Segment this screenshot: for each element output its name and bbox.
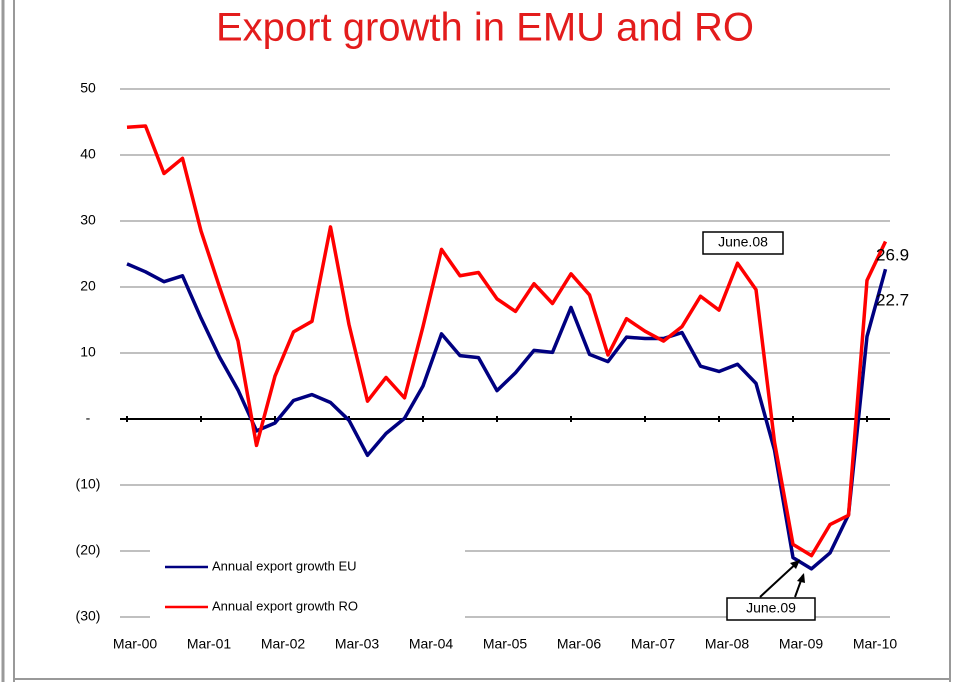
y-tick-label: 20 (80, 278, 96, 294)
y-tick-label: 40 (80, 146, 96, 162)
y-tick-label: - (86, 410, 91, 426)
annotation: June.09 (746, 600, 796, 616)
data-label: 26.9 (876, 245, 909, 264)
x-tick-label: Mar-08 (705, 636, 750, 652)
y-tick-label: (10) (76, 476, 101, 492)
x-tick-label: Mar-00 (113, 636, 158, 652)
y-tick-label: (20) (76, 542, 101, 558)
annotation: June.08 (718, 234, 768, 250)
y-tick-label: (30) (76, 608, 101, 624)
x-tick-label: Mar-10 (853, 636, 898, 652)
annotation-arrowhead (790, 560, 800, 569)
x-tick-label: Mar-01 (187, 636, 232, 652)
x-tick-label: Mar-04 (409, 636, 454, 652)
x-tick-label: Mar-05 (483, 636, 528, 652)
x-tick-label: Mar-06 (557, 636, 602, 652)
series-line (126, 124, 888, 558)
annotation-box (726, 597, 816, 621)
x-tick-label: Mar-09 (779, 636, 824, 652)
legend-box (150, 548, 465, 628)
data-label: 22.7 (876, 290, 909, 309)
annotation-box (702, 231, 784, 255)
y-tick-label: 50 (80, 80, 96, 96)
x-tick-label: Mar-03 (335, 636, 380, 652)
y-tick-label: 10 (80, 344, 96, 360)
x-tick-label: Mar-07 (631, 636, 676, 652)
chart-title: Export growth in EMU and RO (216, 6, 754, 50)
legend-label: Annual export growth RO (212, 598, 358, 613)
x-tick-label: Mar-02 (261, 636, 306, 652)
y-tick-label: 30 (80, 212, 96, 228)
annotation-arrowhead (797, 573, 805, 583)
legend-label: Annual export growth EU (212, 558, 357, 573)
